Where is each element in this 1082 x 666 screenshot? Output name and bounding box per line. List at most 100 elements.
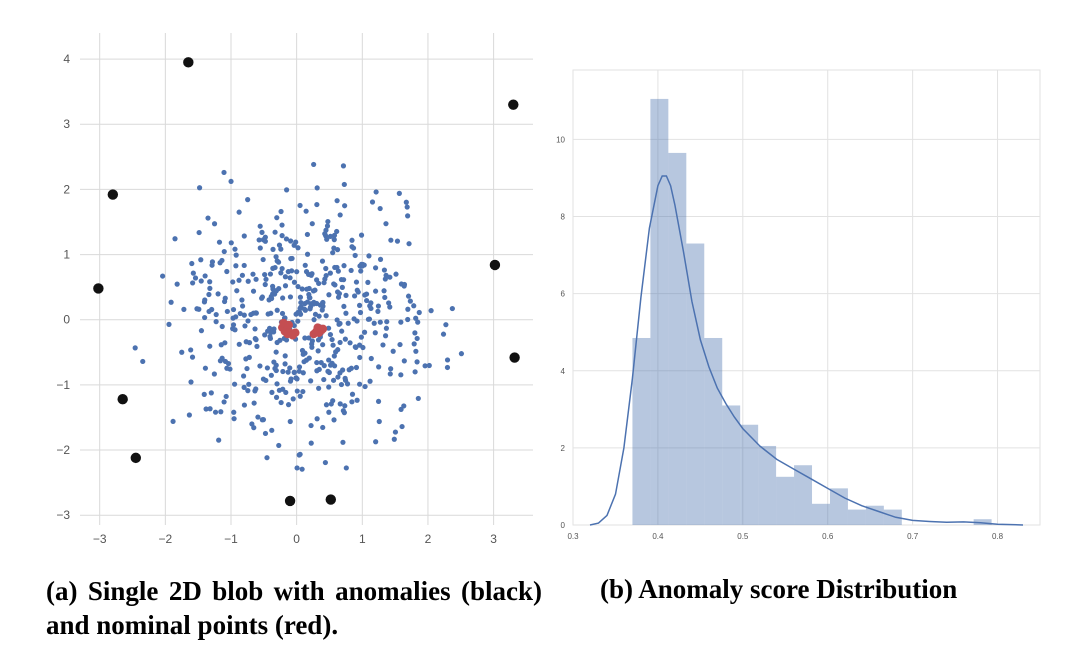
blob-point <box>230 279 236 285</box>
blob-point <box>276 442 282 449</box>
blob-point <box>274 307 280 313</box>
blob-point <box>308 422 314 429</box>
blob-point <box>276 242 283 248</box>
blob-point <box>362 383 368 390</box>
blob-point <box>186 412 192 418</box>
blob-point <box>304 286 310 292</box>
blob-point <box>224 365 230 371</box>
blob-point <box>302 335 308 341</box>
blob-point <box>368 300 374 306</box>
blob-point <box>341 263 347 269</box>
blob-point <box>230 326 236 332</box>
blob-point <box>415 319 421 325</box>
blob-point <box>140 358 146 365</box>
blob-point <box>387 304 393 310</box>
y-tick-label: −2 <box>56 443 70 457</box>
blob-point <box>321 280 327 286</box>
y-tick-label: −1 <box>56 378 70 392</box>
blob-point <box>302 307 308 313</box>
blob-point <box>352 252 358 259</box>
blob-point <box>246 354 252 360</box>
blob-point <box>327 362 334 368</box>
blob-point <box>326 357 332 363</box>
blob-point <box>413 315 419 321</box>
histogram-bar <box>847 509 866 525</box>
blob-point <box>335 347 341 353</box>
blob-point <box>339 284 345 290</box>
blob-point <box>294 269 300 275</box>
blob-point <box>294 388 300 394</box>
nominal-point <box>309 329 318 339</box>
blob-point <box>348 267 354 274</box>
blob-point <box>332 264 338 271</box>
blob-point <box>458 351 465 357</box>
blob-point <box>196 306 202 312</box>
blob-point <box>179 349 185 355</box>
x-tick-label: 0.8 <box>992 532 1004 541</box>
blob-point <box>331 363 338 369</box>
blob-point <box>380 342 386 348</box>
blob-point <box>217 260 223 266</box>
blob-point <box>416 309 422 316</box>
anomaly-point <box>489 259 501 271</box>
blob-point <box>251 400 257 406</box>
blob-point <box>404 204 410 210</box>
blob-point <box>245 278 251 284</box>
blob-point <box>279 233 285 239</box>
blob-point <box>241 384 247 390</box>
blob-point <box>284 187 290 193</box>
blob-point <box>262 271 268 278</box>
blob-point <box>390 348 396 354</box>
blob-point <box>411 303 417 309</box>
x-tick-label: 0.6 <box>822 532 834 541</box>
blob-point <box>232 246 238 252</box>
blob-point <box>393 271 399 277</box>
blob-point <box>326 292 332 298</box>
blob-point <box>391 436 397 442</box>
y-tick-label: 6 <box>561 290 566 299</box>
blob-point <box>341 303 347 310</box>
caption-b: (b) Anomaly score Distribution <box>600 574 958 604</box>
blob-point <box>290 396 296 402</box>
blob-point <box>443 322 449 328</box>
blob-point <box>288 238 294 244</box>
blob-point <box>255 414 261 420</box>
anomaly-point <box>325 494 336 505</box>
plot-area <box>80 33 533 525</box>
blob-point <box>251 425 257 431</box>
blob-point <box>228 178 234 185</box>
blob-point <box>275 259 282 265</box>
blob-point <box>309 341 315 347</box>
histogram-panel: 0.3 0.4 0.5 0.6 0.7 0.8 0 2 4 6 8 10 <box>545 0 1082 560</box>
y-tick-label: 4 <box>63 52 70 66</box>
blob-point <box>207 285 213 291</box>
blob-point <box>322 459 328 466</box>
blob-point <box>401 358 407 364</box>
nominal-point <box>291 328 300 337</box>
blob-point <box>181 306 187 312</box>
blob-point <box>316 385 322 391</box>
blob-point <box>371 320 377 326</box>
blob-point <box>353 364 360 371</box>
blob-point <box>242 323 248 329</box>
x-tick-label: 0.7 <box>907 532 919 541</box>
blob-point <box>321 376 327 383</box>
blob-point <box>332 282 338 288</box>
blob-point <box>279 265 285 272</box>
blob-point <box>381 288 387 294</box>
blob-point <box>282 283 289 289</box>
blob-point <box>331 232 338 238</box>
blob-point <box>189 354 196 360</box>
blob-point <box>388 366 394 372</box>
blob-point <box>202 314 208 321</box>
blob-point <box>365 279 371 285</box>
blob-point <box>444 364 451 371</box>
scatter-panel: −3 −2 −1 0 1 2 3 −3 −2 −1 0 1 2 3 4 <box>0 0 540 560</box>
blob-point <box>224 268 230 275</box>
blob-point <box>323 313 329 319</box>
blob-point <box>368 305 374 312</box>
blob-point <box>326 409 332 415</box>
blob-point <box>364 297 370 304</box>
blob-point <box>406 241 412 247</box>
anomaly-point <box>284 495 296 507</box>
